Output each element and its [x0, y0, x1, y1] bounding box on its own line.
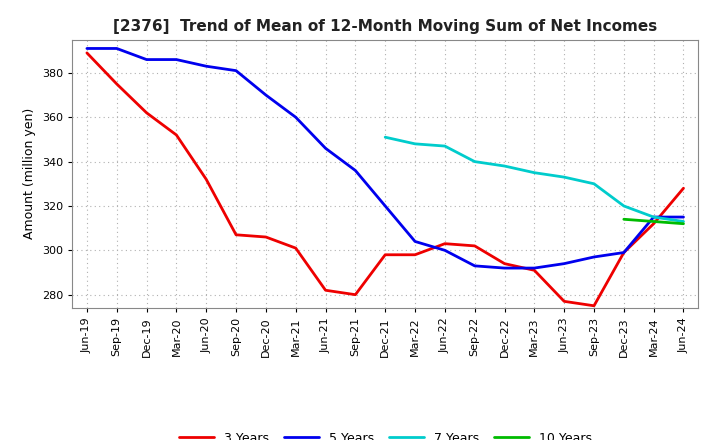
7 Years: [560, 175, 569, 180]
5 Years: [261, 92, 270, 98]
3 Years: [590, 303, 598, 308]
3 Years: [381, 252, 390, 257]
3 Years: [649, 221, 658, 226]
3 Years: [232, 232, 240, 238]
5 Years: [292, 114, 300, 120]
3 Years: [500, 261, 509, 266]
7 Years: [441, 143, 449, 149]
7 Years: [679, 219, 688, 224]
5 Years: [441, 248, 449, 253]
5 Years: [83, 46, 91, 51]
5 Years: [470, 263, 479, 268]
5 Years: [112, 46, 121, 51]
5 Years: [381, 203, 390, 209]
Title: [2376]  Trend of Mean of 12-Month Moving Sum of Net Incomes: [2376] Trend of Mean of 12-Month Moving …: [113, 19, 657, 34]
7 Years: [619, 203, 628, 209]
5 Years: [590, 254, 598, 260]
5 Years: [351, 168, 360, 173]
7 Years: [530, 170, 539, 175]
5 Years: [232, 68, 240, 73]
7 Years: [500, 163, 509, 169]
5 Years: [410, 239, 419, 244]
7 Years: [381, 135, 390, 140]
5 Years: [143, 57, 151, 62]
5 Years: [619, 250, 628, 255]
3 Years: [321, 288, 330, 293]
3 Years: [351, 292, 360, 297]
5 Years: [560, 261, 569, 266]
5 Years: [500, 265, 509, 271]
Legend: 3 Years, 5 Years, 7 Years, 10 Years: 3 Years, 5 Years, 7 Years, 10 Years: [174, 427, 597, 440]
7 Years: [590, 181, 598, 187]
Line: 3 Years: 3 Years: [87, 53, 683, 306]
7 Years: [649, 214, 658, 220]
5 Years: [679, 214, 688, 220]
3 Years: [441, 241, 449, 246]
7 Years: [410, 141, 419, 147]
3 Years: [470, 243, 479, 249]
5 Years: [172, 57, 181, 62]
Y-axis label: Amount (million yen): Amount (million yen): [23, 108, 36, 239]
3 Years: [202, 177, 210, 182]
3 Years: [410, 252, 419, 257]
10 Years: [679, 221, 688, 226]
Line: 5 Years: 5 Years: [87, 48, 683, 268]
10 Years: [619, 216, 628, 222]
10 Years: [649, 219, 658, 224]
Line: 10 Years: 10 Years: [624, 219, 683, 224]
3 Years: [112, 81, 121, 87]
3 Years: [619, 250, 628, 255]
3 Years: [143, 110, 151, 115]
3 Years: [83, 50, 91, 55]
3 Years: [261, 235, 270, 240]
5 Years: [649, 214, 658, 220]
3 Years: [679, 186, 688, 191]
5 Years: [321, 146, 330, 151]
3 Years: [292, 246, 300, 251]
3 Years: [560, 299, 569, 304]
3 Years: [530, 268, 539, 273]
7 Years: [470, 159, 479, 164]
5 Years: [202, 63, 210, 69]
3 Years: [172, 132, 181, 138]
Line: 7 Years: 7 Years: [385, 137, 683, 221]
5 Years: [530, 265, 539, 271]
